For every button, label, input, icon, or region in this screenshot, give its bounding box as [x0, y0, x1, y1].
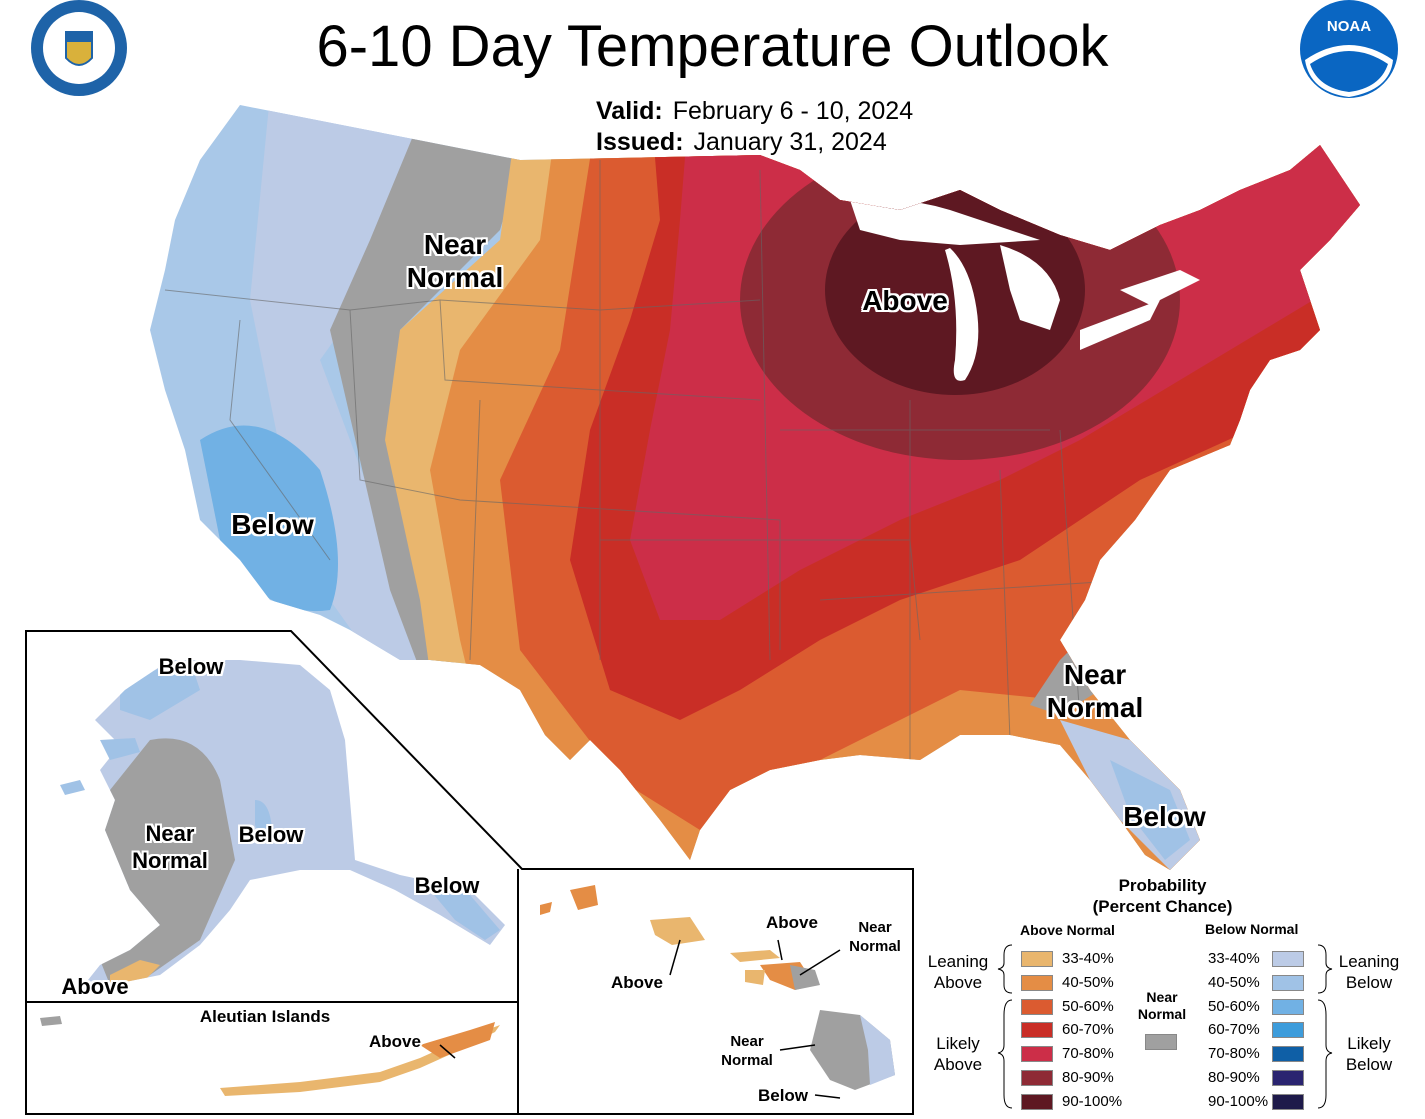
legend-below-swatch: [1272, 951, 1304, 967]
label-below-west: Below: [231, 509, 314, 540]
legend-below-header: Below Normal: [1205, 921, 1299, 937]
label-alaska-below-north: Below: [158, 654, 224, 679]
legend-above-swatch: [1021, 974, 1053, 991]
legend-below-label: 90-100%: [1208, 1092, 1269, 1110]
legend-below-swatch: [1272, 974, 1304, 991]
label-near-normal-west: Near Normal: [406, 229, 504, 293]
aleutian-islands-title: Aleutian Islands: [199, 1007, 331, 1026]
legend-above-label: 40-50%: [1062, 973, 1114, 991]
noaa-logo: [1300, 0, 1398, 98]
legend-leaning-below: Leaning Below: [1338, 952, 1400, 992]
legend-below-label: 40-50%: [1208, 973, 1260, 991]
legend-above-label: 90-100%: [1062, 1092, 1123, 1110]
label-alaska-near-normal: Near Normal: [132, 821, 208, 873]
legend-above-swatch: [1021, 1022, 1053, 1039]
legend-leaning-above: Leaning Above: [927, 952, 989, 992]
hawaii-map: [439, 885, 895, 1099]
legend-below-swatch: [1272, 998, 1304, 1015]
legend-below-swatch: [1272, 1046, 1304, 1063]
label-aleutian-above: Above: [369, 1032, 421, 1051]
valid-value: February 6 - 10, 2024: [672, 97, 914, 125]
legend-below-swatch: [1272, 1093, 1304, 1110]
legend-above-swatch: [1021, 998, 1053, 1015]
commerce-seal-logo: [31, 0, 127, 96]
label-hawaii-near-normal-big: Near Normal: [721, 1033, 773, 1069]
legend-above-label: 50-60%: [1062, 997, 1114, 1015]
label-near-normal-southeast: Near Normal: [1046, 659, 1144, 723]
inset-frame: [25, 630, 914, 1115]
legend-above-label: 60-70%: [1062, 1021, 1114, 1039]
issued-label: Issued:: [596, 128, 684, 156]
label-alaska-below-southeast: Below: [414, 873, 480, 898]
legend-above-label: 33-40%: [1062, 950, 1114, 967]
legend-above-swatch: [1021, 1070, 1053, 1086]
legend-likely-below: Likely Below: [1345, 1034, 1393, 1074]
legend-title: Probability (Percent Chance): [1092, 876, 1233, 916]
label-below-florida: Below: [1123, 801, 1206, 832]
legend-below-swatch: [1272, 1022, 1304, 1039]
legend-above-swatch: [1021, 1046, 1053, 1063]
legend-below-label: 80-90%: [1208, 1069, 1260, 1086]
legend-below-swatch: [1272, 1070, 1304, 1086]
legend-near-swatch: [1145, 1034, 1177, 1050]
label-alaska-above-southwest: Above: [61, 974, 129, 999]
legend-above-swatch: [1021, 1093, 1053, 1110]
legend-below-label: 60-70%: [1208, 1021, 1260, 1039]
legend-above-label: 80-90%: [1062, 1069, 1114, 1086]
legend-below-label: 33-40%: [1208, 950, 1260, 967]
label-alaska-below-interior: Below: [238, 822, 304, 847]
label-above-midwest: Above: [862, 285, 948, 316]
page-title: 6-10 Day Temperature Outlook: [316, 14, 1109, 79]
label-hawaii-below-big: Below: [757, 1086, 809, 1105]
legend-near-header: Near Normal: [1137, 989, 1187, 1022]
legend-above-swatch: [1021, 951, 1053, 967]
state-borders: [164, 160, 1131, 760]
legend-below-label: 70-80%: [1208, 1045, 1260, 1063]
legend-likely-above: Likely Above: [933, 1034, 983, 1074]
issued-date: Issued: January 31, 2024: [596, 127, 887, 157]
alaska-se-islands: [60, 738, 500, 940]
legend-above-label: 70-80%: [1062, 1045, 1114, 1063]
valid-dates: Valid: February 6 - 10, 2024: [596, 96, 913, 126]
legend-below-label: 50-60%: [1208, 997, 1260, 1015]
label-hawaii-near-normal-maui: Near Normal: [849, 919, 901, 955]
aleutian-islands: [40, 1016, 500, 1096]
label-hawaii-above-center: Above: [766, 913, 818, 932]
label-hawaii-above-west: Above: [611, 973, 663, 992]
legend-above-header: Above Normal: [1020, 922, 1115, 938]
noaa-logo-text: NOAA: [1326, 18, 1372, 35]
issued-value: January 31, 2024: [693, 128, 887, 156]
valid-label: Valid:: [596, 97, 663, 125]
